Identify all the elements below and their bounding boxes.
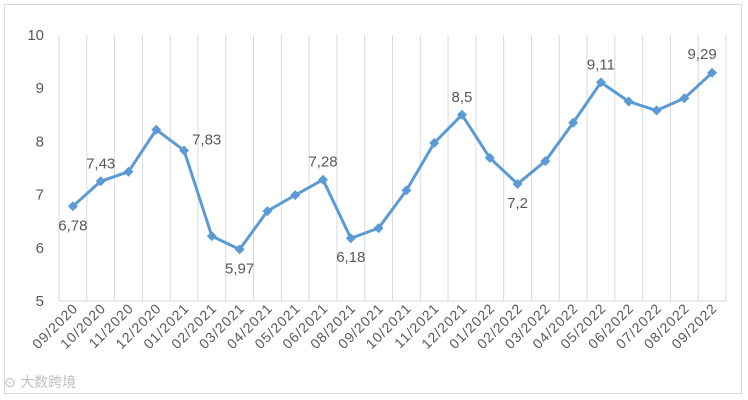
data-point-marker xyxy=(373,223,384,234)
watermark-logo-icon: ⊙ xyxy=(4,375,16,391)
data-point-marker xyxy=(484,152,495,163)
data-point-marker xyxy=(95,176,106,187)
data-point-marker xyxy=(679,93,690,104)
watermark-text: 大数跨境 xyxy=(20,375,77,391)
watermark: ⊙ 大数跨境 xyxy=(4,372,76,392)
data-label: 5,97 xyxy=(225,260,254,277)
data-label: 9,29 xyxy=(688,46,717,63)
data-point-marker xyxy=(345,233,356,244)
data-label: 7,28 xyxy=(308,154,337,171)
data-point-marker xyxy=(401,185,412,196)
data-point-marker xyxy=(290,190,301,201)
data-point-marker xyxy=(67,201,78,212)
data-label: 7,43 xyxy=(86,155,115,172)
data-label: 9,11 xyxy=(587,56,615,73)
data-point-marker xyxy=(568,117,579,128)
data-point-marker xyxy=(318,174,329,185)
data-point-marker xyxy=(262,206,273,217)
data-point-marker xyxy=(651,105,662,116)
y-tick-label: 6 xyxy=(36,240,44,257)
data-point-marker xyxy=(179,145,190,156)
data-point-marker xyxy=(595,77,606,88)
y-tick-label: 5 xyxy=(36,293,44,310)
data-point-marker xyxy=(234,244,245,255)
series-line xyxy=(71,71,714,251)
data-point-marker xyxy=(206,231,217,242)
data-label: 6,78 xyxy=(58,217,87,234)
y-tick-label: 10 xyxy=(27,27,44,44)
data-point-marker xyxy=(151,124,162,135)
chart-frame xyxy=(4,4,742,394)
data-point-marker xyxy=(429,137,440,148)
y-tick-label: 9 xyxy=(36,80,44,97)
data-label: 7,2 xyxy=(507,195,528,212)
y-tick-label: 7 xyxy=(36,187,44,204)
data-label: 7,83 xyxy=(192,131,221,148)
data-point-marker xyxy=(456,109,467,120)
data-point-marker xyxy=(707,67,718,78)
data-label: 6,18 xyxy=(336,249,365,266)
data-point-marker xyxy=(512,178,523,189)
data-point-marker xyxy=(540,156,551,167)
data-label: 8,5 xyxy=(452,89,473,106)
data-point-marker xyxy=(623,96,634,107)
data-point-marker xyxy=(123,166,134,177)
y-tick-label: 8 xyxy=(36,133,44,150)
